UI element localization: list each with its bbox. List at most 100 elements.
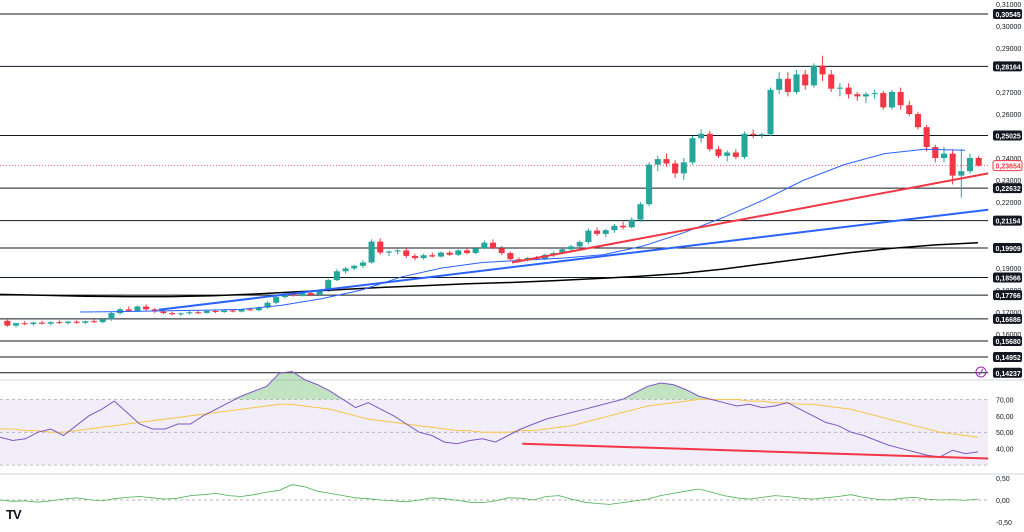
candle-body bbox=[143, 307, 149, 310]
candle-body bbox=[724, 153, 730, 156]
level-label: 0,21154 bbox=[996, 219, 1021, 226]
level-label: 0,28164 bbox=[996, 64, 1021, 71]
candle-body bbox=[39, 323, 45, 324]
candle-body bbox=[637, 204, 643, 219]
rsi-tick-label: 40,00 bbox=[996, 447, 1014, 454]
price-tick-label: 0,19000 bbox=[996, 266, 1021, 273]
candle-body bbox=[689, 138, 695, 162]
rsi-overbought-fill bbox=[660, 383, 673, 399]
candle-body bbox=[473, 248, 479, 253]
candle-body bbox=[672, 164, 678, 174]
candle-body bbox=[195, 312, 201, 313]
level-label: 0,25025 bbox=[996, 133, 1021, 140]
osc-tick-label: -0,50 bbox=[996, 520, 1012, 527]
candle-body bbox=[412, 256, 418, 258]
candle-body bbox=[932, 147, 938, 158]
candle-body bbox=[421, 255, 427, 258]
candle-body bbox=[750, 134, 756, 135]
candle-body bbox=[499, 248, 505, 253]
candle-body bbox=[577, 242, 583, 246]
level-label: 0,15680 bbox=[996, 339, 1021, 346]
candle-body bbox=[958, 171, 964, 175]
candle-body bbox=[898, 92, 904, 105]
level-label: 0,30545 bbox=[996, 12, 1021, 19]
candle-body bbox=[915, 114, 921, 127]
candle-body bbox=[212, 311, 218, 312]
level-label: 0,16686 bbox=[996, 317, 1021, 324]
candle-body bbox=[395, 250, 401, 251]
candle-body bbox=[715, 149, 721, 156]
osc-tick-label: 0,50 bbox=[996, 476, 1010, 483]
candle-body bbox=[707, 134, 713, 149]
candle-body bbox=[178, 313, 184, 314]
candle-body bbox=[490, 243, 496, 249]
candle-body bbox=[221, 310, 227, 312]
candle-body bbox=[377, 242, 383, 253]
candle-body bbox=[160, 312, 166, 314]
candle-body bbox=[585, 231, 591, 242]
candle-body bbox=[785, 79, 791, 92]
candle-body bbox=[351, 266, 357, 269]
rsi-tick-label: 50,00 bbox=[996, 430, 1014, 437]
candle-body bbox=[91, 321, 97, 322]
candle-body bbox=[733, 153, 739, 157]
candle-body bbox=[438, 253, 444, 257]
candle-body bbox=[126, 309, 132, 311]
oscillator-line bbox=[0, 485, 978, 505]
price-tick-label: 0,27000 bbox=[996, 90, 1021, 97]
candle-body bbox=[794, 74, 800, 92]
rsi-tick-label: 60,00 bbox=[996, 414, 1014, 421]
level-label: 0,14952 bbox=[996, 355, 1021, 362]
candle-body bbox=[880, 93, 886, 107]
candle-body bbox=[507, 253, 513, 259]
candle-body bbox=[976, 158, 982, 166]
candle-body bbox=[204, 311, 210, 313]
candle-body bbox=[481, 243, 487, 249]
candle-body bbox=[846, 88, 852, 95]
candle-body bbox=[4, 321, 10, 326]
rsi-tick-label: 70,00 bbox=[996, 397, 1014, 404]
candle-body bbox=[759, 134, 765, 135]
candle-body bbox=[767, 90, 773, 134]
candle-body bbox=[629, 220, 635, 228]
candle-body bbox=[82, 321, 88, 323]
candle-body bbox=[247, 309, 253, 310]
price-tick-label: 0,22000 bbox=[996, 200, 1021, 207]
candle-body bbox=[360, 263, 366, 266]
level-label: 0,14237 bbox=[996, 371, 1021, 378]
rsi-overbought-fill bbox=[318, 385, 331, 400]
level-label: 0,17766 bbox=[996, 293, 1021, 300]
level-label: 0,18566 bbox=[996, 276, 1021, 283]
candle-body bbox=[134, 307, 140, 311]
candle-body bbox=[950, 154, 956, 176]
rsi-overbought-fill bbox=[635, 386, 648, 399]
candle-body bbox=[941, 154, 947, 158]
candle-body bbox=[13, 323, 19, 325]
candle-body bbox=[698, 134, 704, 138]
candle-body bbox=[74, 322, 80, 323]
candle-body bbox=[802, 74, 808, 85]
price-tick-label: 0,29000 bbox=[996, 46, 1021, 53]
candle-body bbox=[837, 88, 843, 89]
candle-body bbox=[108, 313, 114, 319]
candle-body bbox=[620, 226, 626, 228]
candle-body bbox=[48, 322, 54, 324]
level-label: 0,19909 bbox=[996, 246, 1021, 253]
candle-body bbox=[906, 105, 912, 114]
candle-body bbox=[820, 66, 826, 75]
candle-body bbox=[30, 323, 36, 325]
candle-body bbox=[568, 246, 574, 249]
candle-body bbox=[386, 252, 392, 253]
candle-body bbox=[594, 231, 600, 234]
candle-body bbox=[967, 158, 973, 171]
candle-body bbox=[811, 66, 817, 86]
level-label: 0,22632 bbox=[996, 186, 1021, 193]
rsi-overbought-fill bbox=[267, 373, 280, 399]
candle-body bbox=[776, 79, 782, 90]
candle-body bbox=[369, 242, 375, 263]
candle-body bbox=[334, 271, 340, 280]
candle-body bbox=[663, 159, 669, 163]
current-price-label: 0,23654 bbox=[996, 164, 1021, 171]
